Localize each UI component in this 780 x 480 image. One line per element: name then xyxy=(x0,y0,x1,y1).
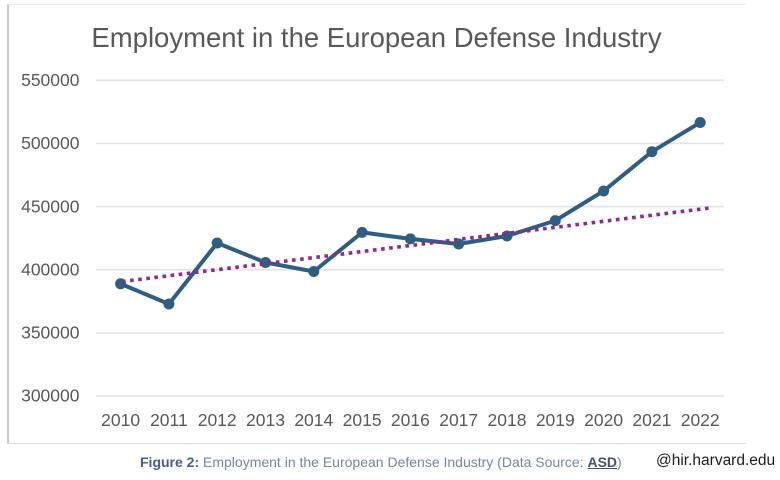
svg-text:2021: 2021 xyxy=(632,410,671,430)
svg-text:2020: 2020 xyxy=(584,410,623,430)
svg-text:2012: 2012 xyxy=(198,410,237,430)
svg-text:2011: 2011 xyxy=(150,410,188,430)
svg-text:450000: 450000 xyxy=(21,196,80,216)
svg-text:2016: 2016 xyxy=(391,410,430,430)
svg-text:2013: 2013 xyxy=(246,410,285,430)
svg-text:2019: 2019 xyxy=(536,410,575,430)
svg-text:550000: 550000 xyxy=(21,70,80,90)
svg-text:2014: 2014 xyxy=(294,410,333,430)
svg-text:300000: 300000 xyxy=(21,386,80,406)
svg-text:2022: 2022 xyxy=(681,410,720,430)
svg-text:2018: 2018 xyxy=(488,410,527,430)
svg-text:2017: 2017 xyxy=(439,410,478,430)
svg-text:350000: 350000 xyxy=(21,323,80,343)
svg-text:2015: 2015 xyxy=(343,410,382,430)
svg-text:2010: 2010 xyxy=(101,410,140,430)
svg-text:500000: 500000 xyxy=(21,133,80,153)
svg-text:400000: 400000 xyxy=(21,259,80,279)
